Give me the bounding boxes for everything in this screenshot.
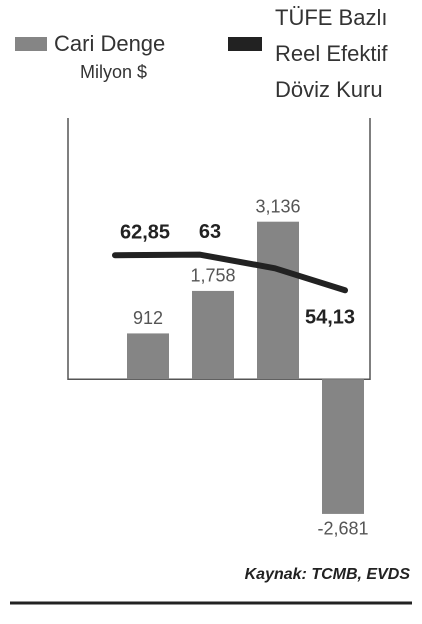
legend-swatch xyxy=(228,37,262,51)
line xyxy=(112,251,348,294)
bar-label: 3,136 xyxy=(255,196,300,216)
legend-unit: Milyon $ xyxy=(80,62,148,82)
bar-label: -2,681 xyxy=(317,519,368,539)
bar-label: 1,758 xyxy=(190,266,235,286)
bar-label: 912 xyxy=(133,308,163,328)
legend-label: Cari Denge xyxy=(54,31,166,56)
bar xyxy=(257,221,299,380)
legend-swatch xyxy=(15,37,47,51)
bar xyxy=(192,290,234,380)
source: Kaynak: TCMB, EVDS xyxy=(245,566,411,583)
bar xyxy=(127,333,169,380)
bar xyxy=(322,379,364,514)
line-label: 63 xyxy=(199,221,221,243)
line-label: 62,85 xyxy=(120,222,170,244)
line-label: 54,13 xyxy=(305,307,355,329)
legend-label: TÜFE Bazlı Reel Efektif Döviz Kuru xyxy=(275,5,388,102)
